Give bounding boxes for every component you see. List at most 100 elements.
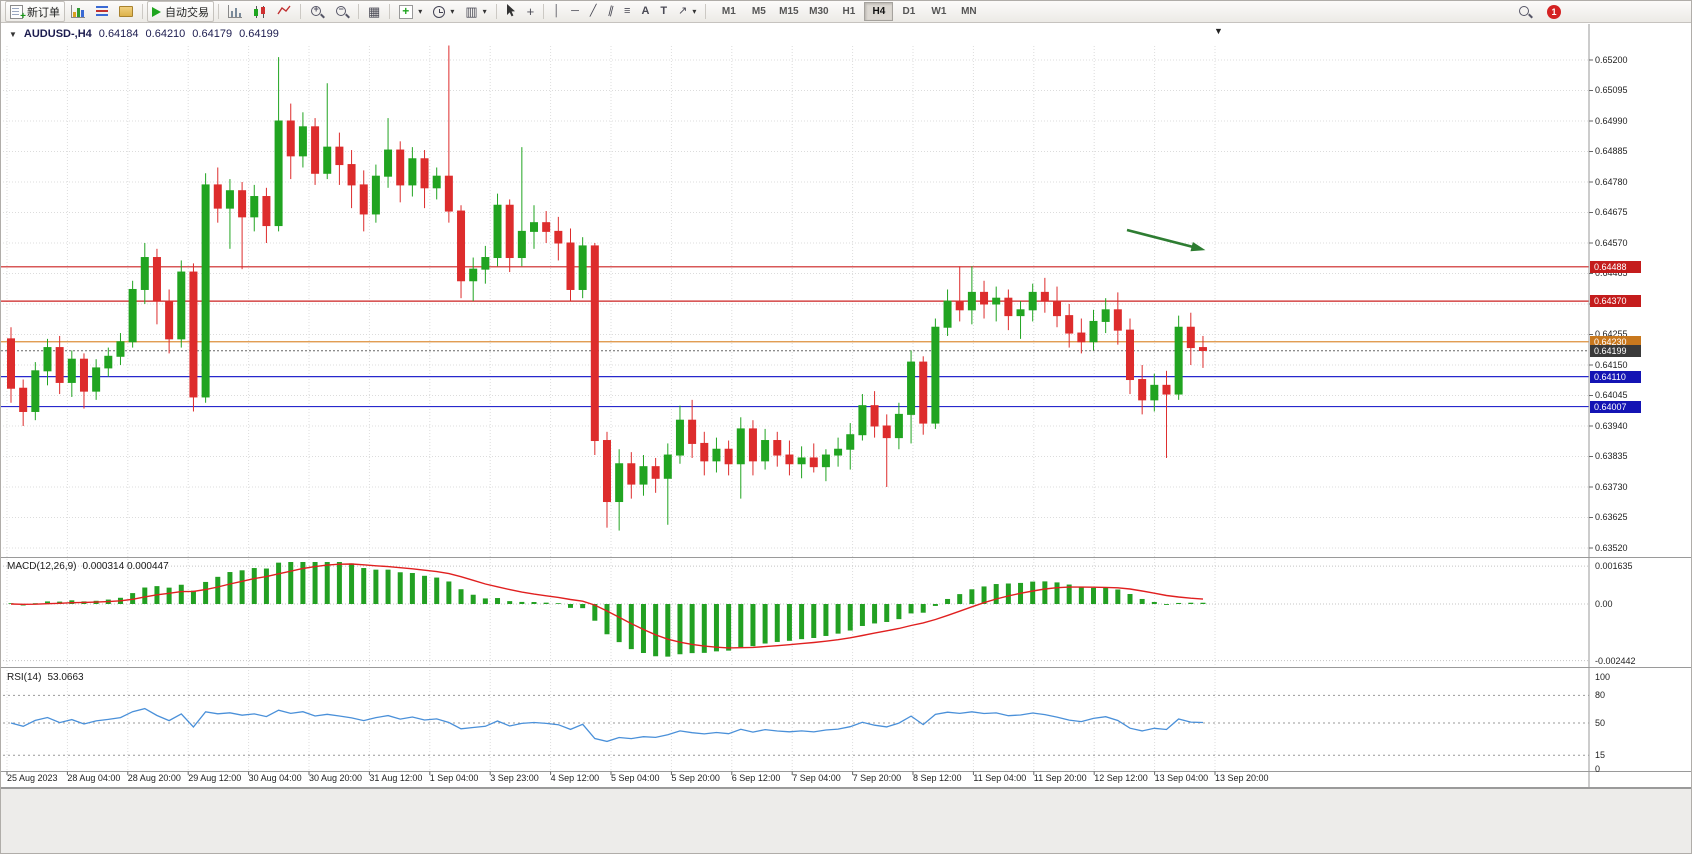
arrows-tool-icon: ↗	[678, 5, 688, 17]
time-axis-label: 25 Aug 2023	[7, 773, 58, 783]
toolbar-right-group: 1	[1513, 1, 1561, 22]
time-axis-label: 13 Sep 04:00	[1154, 773, 1209, 783]
rsi-axis-label: 15	[1595, 750, 1606, 761]
macd-indicator-label: MACD(12,26,9) 0.000314 0.000447	[7, 561, 169, 572]
bar-chart-button[interactable]	[223, 1, 247, 22]
timeframe-button-MN[interactable]: MN	[961, 6, 977, 17]
trend-arrow-annotation[interactable]	[1126, 228, 1206, 252]
tile-windows-button[interactable]: ▦	[363, 1, 385, 22]
timeframe-button-M15[interactable]: M15	[779, 6, 799, 17]
macd-axis-label: 0.001635	[1595, 561, 1633, 572]
chart-shift-marker[interactable]: ▼	[1214, 26, 1223, 36]
market-watch-icon	[96, 6, 108, 17]
chevron-down-icon: ▾	[692, 7, 697, 16]
timeframe-button-M1[interactable]: M1	[721, 6, 736, 17]
zoom-in-icon: +	[310, 4, 325, 19]
templates-button[interactable]: ▥ ▾	[460, 1, 491, 22]
notification-badge[interactable]: 1	[1547, 4, 1561, 19]
channel-button[interactable]: ∥	[603, 1, 619, 22]
price-level-badge: 0.64370	[1590, 295, 1641, 308]
new-order-label: 新订单	[27, 6, 60, 19]
toolbar-separator	[543, 4, 545, 19]
line-chart-icon	[277, 5, 291, 19]
search-icon	[1518, 5, 1533, 19]
time-axis-label: 7 Sep 20:00	[852, 773, 902, 783]
panel-separators	[1, 24, 1691, 788]
price-axis-label: 0.64360	[1595, 298, 1628, 309]
indicators-button[interactable]: + ▾	[394, 1, 427, 22]
price-level-badge: 0.64007	[1590, 400, 1641, 413]
new-order-button[interactable]: + 新订单	[5, 1, 65, 22]
trendline-button[interactable]: ╱	[585, 1, 602, 22]
price-axis-label: 0.64990	[1595, 115, 1628, 126]
text-tool-button[interactable]: A	[636, 1, 654, 22]
vertical-line-icon: │	[553, 5, 561, 17]
bar-chart-icon	[228, 5, 242, 18]
rsi-axis-label: 50	[1595, 718, 1606, 728]
macd-axis-label: 0.00	[1595, 599, 1613, 609]
price-axis-label: 0.65095	[1595, 85, 1628, 96]
rsi-axis-label: 80	[1595, 690, 1606, 701]
price-axis-label: 0.63625	[1595, 512, 1628, 523]
label-tool-icon: T	[660, 5, 668, 17]
price-axis-label: 0.64150	[1595, 359, 1628, 370]
timeframe-button-H1[interactable]: H1	[842, 6, 856, 17]
horizontal-line-button[interactable]: ─	[566, 1, 584, 22]
navigator-button[interactable]	[114, 1, 138, 22]
time-axis-label: 28 Aug 04:00	[67, 773, 121, 783]
tile-windows-icon: ▦	[368, 4, 381, 19]
candlestick-chart-button[interactable]	[248, 1, 271, 22]
price-axis-label: 0.64045	[1595, 390, 1628, 401]
line-chart-button[interactable]	[272, 1, 296, 22]
timeframe-button-W1[interactable]: W1	[931, 6, 947, 17]
market-watch-button[interactable]	[91, 1, 113, 22]
zoom-in-button[interactable]: +	[305, 1, 329, 22]
periods-button[interactable]: ▾	[428, 1, 459, 22]
timeframe-button-D1[interactable]: D1	[902, 6, 916, 17]
crosshair-icon: +	[526, 4, 535, 19]
cursor-button[interactable]	[501, 1, 521, 22]
chevron-down-icon: ▾	[418, 7, 423, 16]
ohlc-low: 0.64179	[192, 28, 233, 40]
time-axis-label: 11 Sep 04:00	[973, 773, 1027, 783]
arrows-tool-button[interactable]: ↗ ▾	[673, 1, 701, 22]
macd-name: MACD(12,26,9)	[7, 561, 77, 572]
candlestick-chart-icon	[253, 5, 266, 18]
timeframe-button-M30[interactable]: M30	[809, 6, 829, 17]
clock-icon	[433, 5, 446, 18]
navigator-icon	[119, 6, 133, 17]
price-axis-label: 0.63730	[1595, 481, 1628, 492]
toolbar-separator	[495, 4, 497, 19]
timeframe-button-H4[interactable]: H4	[864, 2, 894, 21]
rsi-axis-label: 0	[1595, 764, 1601, 774]
new-chart-button[interactable]	[66, 1, 90, 22]
one-click-trading-arrow[interactable]: ▼	[9, 29, 17, 39]
rsi-level-lines	[3, 694, 1589, 756]
zoom-out-button[interactable]: −	[330, 1, 354, 22]
rsi-name: RSI(14)	[7, 672, 42, 683]
fibonacci-button[interactable]: ≡	[619, 1, 635, 22]
vertical-line-button[interactable]: │	[548, 1, 565, 22]
time-axis-label: 8 Sep 12:00	[913, 773, 962, 783]
search-button[interactable]	[1513, 1, 1537, 22]
new-chart-icon	[71, 5, 85, 18]
main-toolbar: + 新订单 自动交易 + −	[1, 1, 1691, 23]
toolbar-separator	[705, 4, 707, 19]
trendline-icon: ╱	[589, 5, 597, 17]
autotrading-button[interactable]: 自动交易	[147, 1, 214, 22]
time-axis-label: 30 Aug 20:00	[309, 773, 363, 783]
toolbar-separator	[218, 4, 219, 19]
rsi-value: 53.0663	[47, 672, 84, 683]
macd-values: 0.000314 0.000447	[82, 561, 169, 572]
time-axis-label: 1 Sep 04:00	[429, 773, 479, 783]
macd-signal-line	[10, 563, 1204, 649]
chevron-down-icon: ▾	[450, 7, 455, 16]
crosshair-button[interactable]: +	[522, 1, 540, 22]
label-tool-button[interactable]: T	[655, 1, 672, 22]
templates-icon: ▥	[465, 4, 478, 19]
timeframe-button-M5[interactable]: M5	[751, 6, 766, 17]
time-axis-label: 13 Sep 20:00	[1215, 773, 1269, 783]
